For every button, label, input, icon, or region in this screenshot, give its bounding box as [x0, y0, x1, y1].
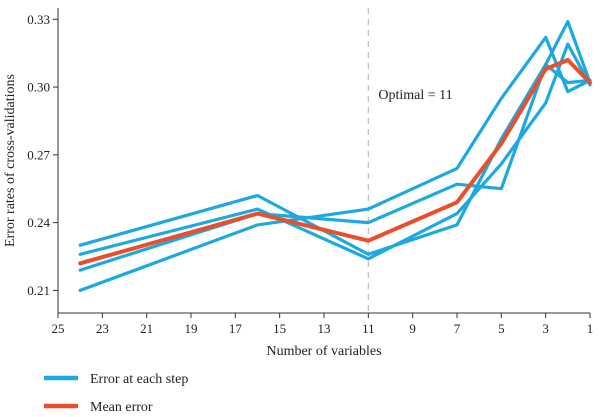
y-tick-label: 0.33: [27, 12, 50, 27]
y-tick-label: 0.30: [27, 80, 50, 95]
x-tick-label: 3: [542, 321, 549, 336]
x-axis-title: Number of variables: [266, 344, 381, 359]
error-at-each-step-line-4: [78, 62, 592, 256]
x-tick-label: 7: [454, 321, 461, 336]
x-tick-label: 13: [318, 321, 331, 336]
y-tick-label: 0.24: [27, 215, 50, 230]
x-tick-label: 11: [362, 321, 375, 336]
x-axis-ticks: 25 23 21 19 17 15 13 11 9 7 5 3 1: [52, 313, 594, 336]
x-tick-label: 17: [229, 321, 243, 336]
x-tick-label: 19: [185, 321, 198, 336]
x-tick-label: 9: [409, 321, 416, 336]
legend-label-error-at-each-step: Error at each step: [90, 372, 188, 387]
x-tick-label: 25: [52, 321, 65, 336]
legend: Error at each step Mean error: [44, 372, 188, 415]
y-axis-title: Error rates of cross-validations: [3, 74, 18, 247]
plot-area: 25 23 21 19 17 15 13 11 9 7 5 3 1 0.210.240.270.300.…: [27, 8, 593, 336]
mean-error-line: [78, 58, 592, 266]
y-axis-ticks: 0.21 0.24 0.27 0.30 0.33: [27, 12, 58, 298]
legend-label-mean-error: Mean error: [90, 400, 153, 415]
x-tick-label: 1: [587, 321, 594, 336]
y-tick-label: 0.21: [27, 283, 50, 298]
x-tick-label: 23: [96, 321, 109, 336]
optimal-annotation: Optimal = 11: [378, 88, 452, 103]
x-tick-label: 21: [140, 321, 153, 336]
error-at-each-step-line-1: [78, 35, 592, 292]
x-tick-label: 15: [273, 321, 286, 336]
x-tick-label: 5: [498, 321, 505, 336]
series-layer: [78, 20, 592, 292]
y-tick-label: 0.27: [27, 147, 50, 162]
